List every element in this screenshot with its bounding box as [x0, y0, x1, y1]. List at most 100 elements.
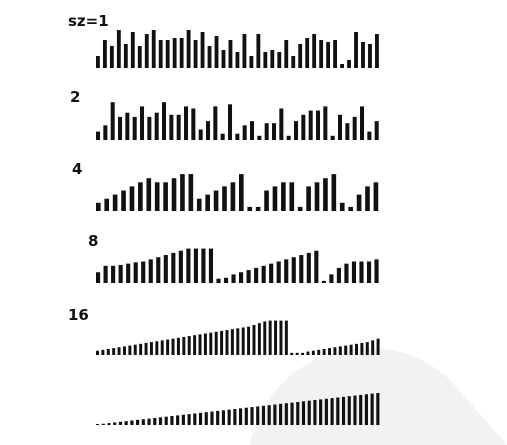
bar	[365, 342, 369, 355]
bar	[101, 423, 105, 425]
bar	[254, 267, 259, 283]
bar	[179, 38, 184, 68]
bar	[186, 30, 191, 68]
bar	[239, 272, 244, 283]
bar	[263, 321, 267, 355]
bar	[338, 114, 343, 140]
bar	[118, 264, 123, 283]
bar	[359, 394, 363, 425]
bar	[348, 206, 353, 211]
bar	[250, 407, 254, 425]
bar	[322, 348, 326, 355]
bar	[360, 342, 364, 355]
bar	[375, 34, 379, 68]
bar	[321, 280, 326, 283]
bar	[279, 403, 283, 425]
bar	[307, 400, 311, 425]
bar	[136, 419, 140, 425]
bar	[166, 339, 170, 355]
bar	[138, 182, 143, 211]
bar	[201, 248, 206, 283]
bar	[153, 417, 157, 425]
bar	[347, 396, 351, 425]
bar	[242, 34, 247, 68]
bar	[284, 259, 289, 283]
bar	[216, 410, 220, 425]
bar	[301, 352, 305, 355]
bar	[297, 206, 303, 211]
bar	[210, 411, 214, 425]
bar	[121, 190, 126, 211]
bar	[276, 261, 281, 283]
bar	[128, 345, 132, 355]
bar	[106, 348, 110, 355]
bar	[214, 331, 218, 355]
bar	[279, 320, 283, 355]
bar	[267, 405, 271, 425]
bar	[146, 178, 152, 211]
bar	[96, 56, 100, 68]
bar	[314, 250, 319, 283]
bar	[205, 194, 210, 211]
bar	[117, 347, 121, 355]
bar	[233, 409, 237, 425]
bar	[96, 272, 101, 283]
bar	[116, 30, 121, 68]
row-1: sz=1	[68, 12, 379, 68]
bar	[270, 50, 275, 68]
bar	[314, 182, 320, 211]
bar	[107, 423, 111, 425]
bar	[290, 352, 294, 355]
bar	[295, 352, 299, 355]
row-3: 4	[72, 160, 379, 211]
bar	[353, 395, 357, 425]
bar	[141, 261, 146, 283]
bar	[216, 278, 221, 283]
bar	[230, 329, 234, 355]
bar	[305, 38, 310, 68]
bar	[158, 417, 163, 425]
bar	[290, 402, 294, 425]
row-label: 2	[70, 88, 80, 106]
bar	[261, 405, 266, 425]
row-6	[96, 393, 380, 425]
bar	[149, 342, 153, 355]
bar	[154, 182, 160, 211]
bar	[209, 332, 213, 355]
bar	[284, 403, 288, 425]
bar	[284, 40, 289, 68]
bar	[370, 393, 374, 425]
bar	[208, 248, 214, 283]
bar	[96, 350, 99, 355]
bar	[359, 261, 364, 283]
bar	[299, 255, 304, 283]
bar	[176, 415, 180, 425]
bar	[169, 114, 174, 140]
bar	[376, 393, 380, 425]
bar	[147, 116, 152, 140]
bar	[160, 340, 164, 355]
bar	[356, 194, 362, 211]
bar	[246, 270, 251, 283]
bar	[130, 32, 135, 68]
bar	[96, 131, 101, 140]
bar	[176, 337, 180, 355]
bar	[193, 413, 197, 425]
row-label: 8	[88, 232, 98, 250]
bar	[291, 56, 296, 68]
bar	[193, 335, 197, 355]
bar	[264, 123, 269, 140]
bar	[225, 330, 229, 355]
bar	[247, 326, 251, 355]
bar	[214, 36, 219, 68]
bar	[112, 348, 116, 355]
bar	[274, 320, 278, 355]
bar	[102, 40, 107, 68]
bar	[109, 46, 114, 68]
bar	[178, 250, 183, 283]
bar	[171, 252, 176, 283]
bar	[231, 274, 236, 283]
bar	[261, 265, 266, 283]
row-label: 16	[68, 306, 89, 324]
